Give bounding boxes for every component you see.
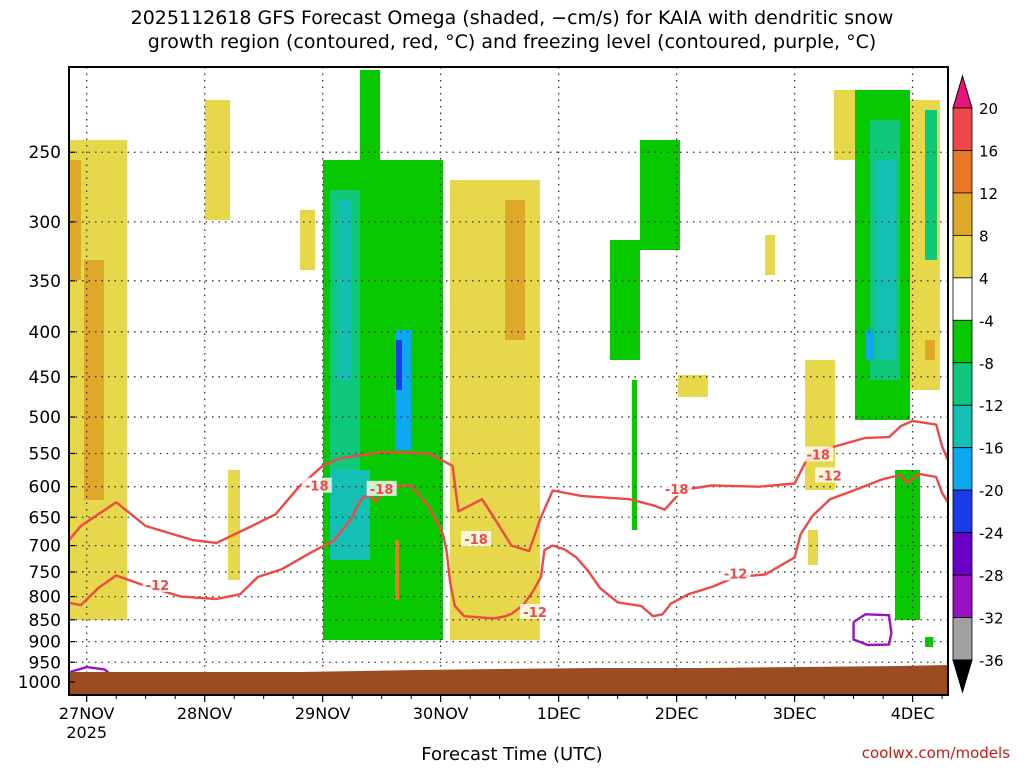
x-tick-label: 30NOV [413,704,469,723]
contour-label-bg [803,446,834,462]
colorbar-cell [952,150,973,194]
x-tick-label: 2DEC [655,704,699,723]
colorbar-tick-label: -4 [979,312,994,330]
y-tick-label: 700 [29,537,61,557]
colorbar-tick-label: -8 [979,355,994,373]
y-tick-label: 1000 [18,673,61,693]
colorbar-cell [952,234,973,279]
x-axis-label: Forecast Time (UTC) [421,744,603,765]
colorbar-tick-label: -12 [979,397,1004,415]
contour-label-bg [461,531,492,547]
colorbar-cell [952,192,973,236]
x-tick-label: 1DEC [537,704,581,723]
y-tick-label: 750 [29,563,61,583]
plot-frame [68,66,949,696]
title-line-2: growth region (contoured, red, °C) and f… [147,31,877,53]
contour-label: -18 [370,483,394,498]
y-axis: 2503003504004505005506006507007508008509… [18,143,75,693]
contour-label-bg [815,467,846,483]
colorbar-tick-label: -32 [979,610,1004,628]
contour-label-bg [661,480,692,496]
y-tick-label: 900 [29,633,61,653]
colorbar-cell [952,532,973,576]
colorbar-tick-label: 20 [979,100,998,118]
y-tick-label: 850 [29,611,61,631]
colorbar: -36 -32 -28 -24 -20 -16 -12 -8 -4 4 8 12 16 20 [952,74,1004,694]
purple-contour-line [852,613,893,647]
colorbar-cell [952,404,973,449]
colorbar-cell [952,489,973,534]
credit-text: coolwx.com/models [861,744,1010,762]
colorbar-bottom-arrow [952,659,973,694]
colorbar-cell [952,319,973,364]
y-tick-label: 650 [29,508,61,528]
y-tick-label: 300 [29,213,61,233]
grid [69,67,948,695]
colorbar-tick-label: -24 [979,525,1004,543]
colorbar-cell [952,447,973,491]
y-tick-label: 450 [29,368,61,388]
red-contour-line [69,494,377,607]
colorbar-cell [952,574,973,618]
x-tick-label: 28NOV [177,704,233,723]
y-tick-label: 800 [29,588,61,608]
contour-label-bg [520,603,551,619]
contour-labels: -18 -18 -18 -18 -18 -12 -12 -12 -12 [142,446,846,621]
y-tick-label: 400 [29,323,61,343]
x-tick-label: 29NOV [295,704,351,723]
colorbar-tick-label: -36 [979,652,1004,670]
colorbar-tick-label: 12 [979,185,998,203]
y-tick-label: 600 [29,478,61,498]
colorbar-tick-label: 8 [979,227,989,245]
contour-label: -12 [146,579,170,594]
x-year-label: 2025 [66,723,107,742]
red-contour-line [374,472,948,620]
contour-label: -18 [305,480,329,495]
y-tick-label: 350 [29,272,61,292]
colorbar-cell [952,277,973,321]
contour-label: -18 [665,483,689,498]
x-tick-label: 3DEC [773,704,817,723]
contour-label-bg [720,565,751,581]
colorbar-tick-label: -16 [979,440,1004,458]
y-tick-label: 250 [29,143,61,163]
omega-shading [69,70,940,647]
colorbar-tick-label: -28 [979,567,1004,585]
y-tick-label: 950 [29,653,61,673]
title-line-1: 2025112618 GFS Forecast Omega (shaded, −… [130,7,894,29]
contour-label: -12 [818,469,842,484]
red-contour-line [69,419,948,553]
colorbar-cell [952,617,973,661]
dendritic-contours [69,419,948,620]
colorbar-tick-label: 4 [979,270,989,288]
colorbar-cell [952,362,973,406]
contour-label-bg [142,576,173,592]
x-tick-label: 4DEC [891,704,935,723]
colorbar-tick-label: -20 [979,482,1004,500]
contour-label: -18 [806,449,830,464]
contour-label: -12 [523,606,547,621]
colorbar-top-arrow [952,74,973,109]
x-axis: 27NOV 28NOV 29NOV 30NOV 1DEC 2DEC 3DEC 4DEC 2025 [59,695,943,742]
colorbar-cell [952,107,973,151]
contour-label-bg [301,477,332,493]
y-tick-label: 550 [29,444,61,464]
contour-label: -12 [724,567,748,582]
chart-title: 2025112618 GFS Forecast Omega (shaded, −… [0,6,1024,54]
colorbar-tick-label: 16 [979,142,998,160]
x-tick-label: 27NOV [59,704,115,723]
contour-label: -18 [464,533,488,548]
contour-label-bg [366,480,397,496]
y-tick-label: 500 [29,408,61,428]
surface-terrain [69,665,948,695]
